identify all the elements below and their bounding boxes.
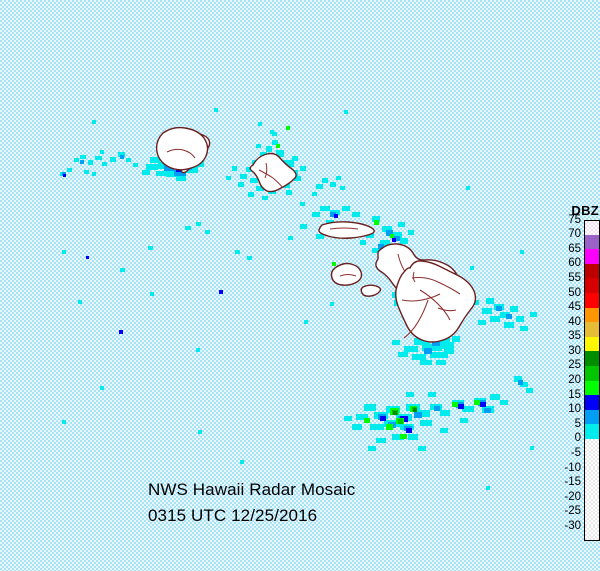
legend-color-swatch (584, 438, 600, 454)
legend-color-swatch (584, 380, 600, 396)
oahu-interior-line (258, 162, 284, 189)
legend-value-label: 15 (568, 388, 581, 401)
echo-offshore-east (472, 298, 537, 393)
legend-color-swatch (584, 482, 600, 498)
legend-row: -15 (558, 477, 600, 498)
island-kauai[interactable] (155, 126, 209, 171)
legend-value-label: -15 (564, 476, 581, 489)
legend-value-label: 10 (568, 403, 581, 416)
legend-color-swatch (584, 278, 600, 293)
legend-value-label: 40 (568, 315, 581, 328)
echo-maui-green (374, 220, 394, 238)
echo-offshore-east-mid (496, 306, 523, 385)
island-oahu[interactable] (249, 152, 297, 193)
legend-color-swatch (584, 249, 600, 264)
legend-value-label: 35 (568, 330, 581, 343)
island-kahoolawe[interactable] (360, 284, 382, 297)
legend-value-label: 55 (568, 271, 581, 284)
legend-color-swatch (584, 526, 600, 542)
legend-value-label: 65 (568, 242, 581, 255)
title-block: NWS Hawaii Radar Mosaic 0315 UTC 12/25/2… (148, 481, 355, 533)
legend-color-swatch (584, 424, 600, 439)
echo-cluster-niihau (60, 150, 138, 176)
legend-title: DBZ (571, 203, 599, 218)
legend-value-label: -10 (564, 461, 581, 474)
legend-color-swatch (584, 307, 600, 323)
legend-color-swatch (584, 336, 600, 352)
kauai-interior-line (166, 148, 196, 159)
echo-maui-core (334, 214, 396, 242)
legend-value-label: 25 (568, 359, 581, 372)
legend-value-label: 5 (574, 417, 581, 430)
legend-color-swatch (584, 453, 600, 469)
legend-value-label: 0 (574, 432, 581, 445)
legend-value-label: 30 (568, 344, 581, 357)
legend-value-label: 50 (568, 286, 581, 299)
product-timestamp: 0315 UTC 12/25/2016 (148, 506, 318, 525)
big-island-county-lines (401, 276, 461, 339)
echo-kaiwi-channel (312, 176, 345, 196)
legend-color-swatch (584, 468, 600, 483)
legend-value-label: -30 (564, 520, 581, 533)
legend-value-label: 45 (568, 301, 581, 314)
echo-niihau-blue (63, 174, 66, 177)
legend-color-swatch (584, 292, 600, 308)
big-island-kohala-neck (412, 271, 416, 283)
legend-row: 75 (558, 214, 600, 235)
legend-value-label: 20 (568, 374, 581, 387)
island-layer (155, 126, 477, 343)
legend-value-label: 75 (568, 213, 581, 226)
echo-bigisland-south-mid (424, 340, 440, 354)
echo-scatter-misc (62, 108, 534, 490)
legend-value-label: -25 (564, 505, 581, 518)
dbz-color-scale[interactable]: DBZ 75 70 65 60 55 50 45 40 35 30 25 20 15 10 5 0 -5 -10-… (558, 203, 600, 542)
island-molokai[interactable] (318, 221, 375, 239)
legend-color-swatch (584, 409, 600, 425)
legend-color-swatch (584, 234, 600, 250)
legend-color-swatch (584, 263, 600, 279)
legend-color-swatch (584, 365, 600, 381)
legend-row: -10 (558, 462, 600, 483)
molokai-interior-line (329, 227, 359, 230)
legend-value-label: 60 (568, 257, 581, 270)
echo-se-darkgreen (393, 408, 417, 415)
product-title: NWS Hawaii Radar Mosaic (148, 480, 356, 499)
legend-value-label: -20 (564, 490, 581, 503)
echo-maui-mid (330, 212, 400, 249)
legend-color-swatch (584, 497, 600, 512)
lanai-interior-line (339, 274, 357, 277)
map-pane[interactable]: NWS Hawaii Radar Mosaic 0315 UTC 12/25/2… (0, 0, 560, 571)
legend-color-swatch (584, 395, 600, 410)
legend-color-swatch (584, 351, 600, 366)
legend-row: -30 (558, 521, 600, 542)
legend-color-swatch (584, 511, 600, 527)
echo-scatter-green (286, 126, 336, 266)
legend-color-swatch (584, 220, 600, 235)
legend-color-swatch (584, 322, 600, 337)
legend-value-label: 70 (568, 228, 581, 241)
legend-rows: 75 70 65 60 55 50 45 40 35 30 25 20 15 10 5 0 -5 -10 -15 -2… (558, 214, 600, 542)
legend-row: -20 (558, 491, 600, 512)
legend-value-label: -5 (570, 447, 581, 460)
map-canvas[interactable] (0, 0, 560, 571)
echo-scatter-blue (86, 256, 223, 334)
